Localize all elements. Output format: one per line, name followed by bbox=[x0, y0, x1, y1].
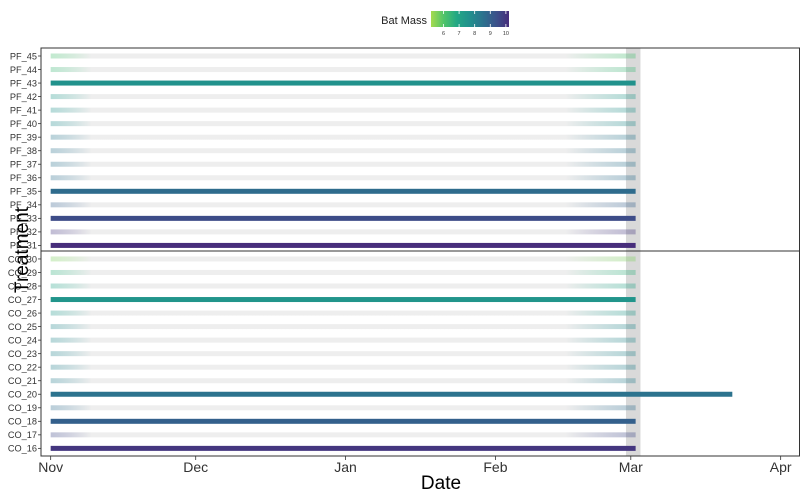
x-axis: Nov Dec Jan Feb Mar Apr bbox=[38, 456, 792, 475]
bar-co-28 bbox=[50, 283, 636, 289]
legend-tick: 10 bbox=[503, 11, 509, 37]
panel-co bbox=[40, 250, 800, 457]
bar-co-16 bbox=[50, 445, 636, 451]
bar-pf-34 bbox=[50, 202, 636, 208]
bar-pf-31 bbox=[50, 242, 636, 248]
y-tick-label: CO_21 bbox=[8, 376, 37, 386]
y-tick-label: CO_20 bbox=[8, 390, 37, 400]
bar-pf-36 bbox=[50, 175, 636, 181]
bar-pf-41 bbox=[50, 107, 636, 113]
y-tick-label: CO_23 bbox=[8, 349, 37, 359]
bar-pf-38 bbox=[50, 148, 636, 154]
bar-pf-43 bbox=[50, 80, 636, 86]
y-tick-label: PF_40 bbox=[10, 119, 37, 129]
y-tick-label: CO_28 bbox=[8, 281, 37, 291]
panel-pf bbox=[40, 47, 800, 252]
y-tick-label: PF_41 bbox=[10, 105, 37, 115]
y-tick-label: CO_16 bbox=[8, 444, 37, 454]
legend-tick-label: 9 bbox=[489, 31, 492, 37]
legend-tick: 6 bbox=[442, 11, 445, 37]
legend: Bat Mass 6 7 8 9 10 bbox=[381, 11, 509, 37]
y-axis: PF_45 PF_44 PF_43 PF_42 PF_41 PF_40 PF_39 PF_38… bbox=[8, 51, 41, 454]
y-tick-label: PF_43 bbox=[10, 78, 37, 88]
bar-pf-37 bbox=[50, 161, 636, 167]
bar-pf-45 bbox=[50, 53, 636, 59]
bar-co-19 bbox=[50, 405, 636, 411]
bar-co-29 bbox=[50, 269, 636, 275]
y-tick-label: PF_42 bbox=[10, 92, 37, 102]
bar-pf-40 bbox=[50, 121, 636, 127]
x-tick-label: Jan bbox=[334, 459, 357, 475]
y-tick-label: CO_30 bbox=[8, 254, 37, 264]
bar-co-18 bbox=[50, 418, 636, 424]
bar-pf-39 bbox=[50, 134, 636, 140]
bar-co-30 bbox=[50, 256, 636, 262]
y-tick-label: PF_32 bbox=[10, 227, 37, 237]
y-tick-label: PF_38 bbox=[10, 146, 37, 156]
panels bbox=[40, 47, 800, 457]
y-tick-label: PF_34 bbox=[10, 200, 37, 210]
legend-title: Bat Mass bbox=[381, 15, 427, 27]
bar-co-17 bbox=[50, 432, 636, 438]
x-tick-label: Apr bbox=[770, 459, 792, 475]
bar-pf-42 bbox=[50, 94, 636, 100]
y-tick-label: CO_22 bbox=[8, 362, 37, 372]
y-axis-label: Treatment bbox=[12, 206, 33, 293]
bar-co-27 bbox=[50, 297, 636, 303]
bar-co-23 bbox=[50, 351, 636, 357]
y-tick-label: PF_39 bbox=[10, 132, 37, 142]
y-tick-label: PF_44 bbox=[10, 65, 37, 75]
y-tick-label: CO_19 bbox=[8, 403, 37, 413]
y-tick-label: CO_27 bbox=[8, 295, 37, 305]
legend-ticks: 6 7 8 9 10 bbox=[442, 11, 509, 37]
x-tick-label: Mar bbox=[619, 459, 643, 475]
bar-pf-35 bbox=[50, 188, 636, 194]
legend-tick-label: 6 bbox=[442, 31, 445, 37]
bar-co-21 bbox=[50, 378, 636, 384]
y-tick-label: CO_26 bbox=[8, 308, 37, 318]
y-tick-label: PF_31 bbox=[10, 241, 37, 251]
y-tick-label: CO_29 bbox=[8, 268, 37, 278]
y-tick-label: PF_36 bbox=[10, 173, 37, 183]
bar-pf-33 bbox=[50, 215, 636, 221]
y-tick-label: PF_45 bbox=[10, 51, 37, 61]
bar-pf-44 bbox=[50, 67, 636, 73]
y-tick-label: PF_37 bbox=[10, 160, 37, 170]
bar-co-25 bbox=[50, 324, 636, 330]
y-tick-label: PF_33 bbox=[10, 214, 37, 224]
y-tick-label: CO_24 bbox=[8, 335, 37, 345]
legend-tick: 7 bbox=[458, 11, 461, 37]
bar-co-24 bbox=[50, 337, 636, 343]
x-axis-label: Date bbox=[421, 473, 461, 494]
y-tick-label: PF_35 bbox=[10, 187, 37, 197]
x-tick-label: Feb bbox=[483, 459, 507, 475]
y-tick-label: CO_25 bbox=[8, 322, 37, 332]
legend-tick-label: 8 bbox=[473, 31, 476, 37]
bar-co-20 bbox=[50, 391, 733, 397]
legend-tick-label: 10 bbox=[503, 31, 509, 37]
legend-colorbar bbox=[431, 11, 509, 27]
bar-co-22 bbox=[50, 364, 636, 370]
y-tick-label: CO_18 bbox=[8, 417, 37, 427]
x-tick-label: Nov bbox=[38, 459, 63, 475]
y-tick-label: CO_17 bbox=[8, 430, 37, 440]
legend-tick: 8 bbox=[473, 11, 476, 37]
legend-tick-label: 7 bbox=[458, 31, 461, 37]
bar-co-26 bbox=[50, 310, 636, 316]
legend-tick: 9 bbox=[489, 11, 492, 37]
bar-pf-32 bbox=[50, 229, 636, 235]
x-tick-label: Dec bbox=[183, 459, 208, 475]
